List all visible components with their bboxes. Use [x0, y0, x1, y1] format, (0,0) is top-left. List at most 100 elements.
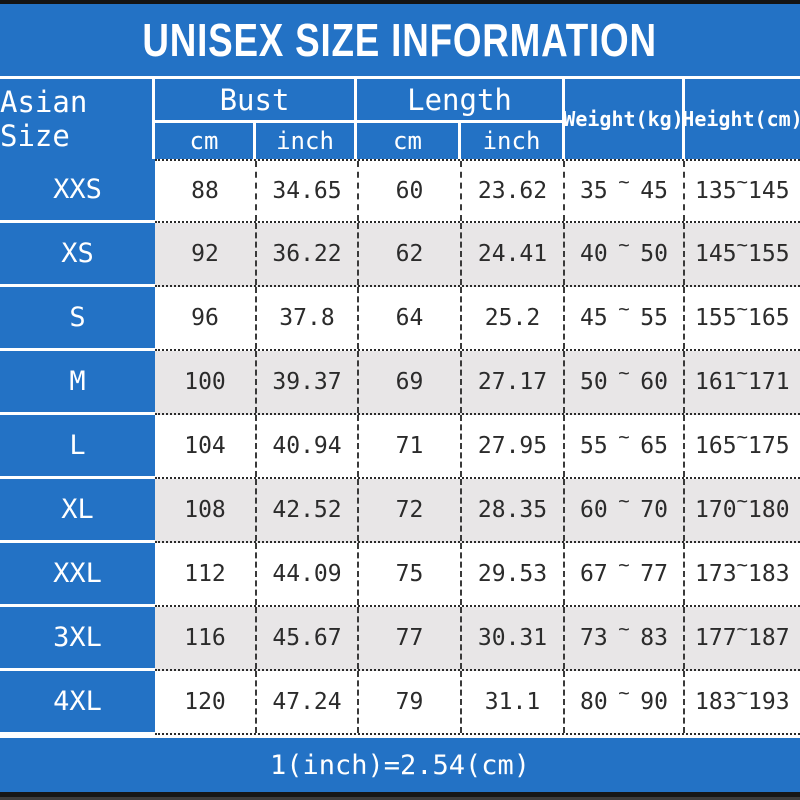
- tilde-icon: ~: [618, 490, 630, 512]
- row-data: 100 39.37 69 27.17 50 ~60 161 ~171: [155, 351, 800, 415]
- tilde-icon: ~: [618, 362, 630, 384]
- bust-inch-cell: 37.8: [255, 287, 357, 349]
- length-cm-cell: 62: [357, 223, 460, 285]
- height-max: 171: [748, 369, 790, 395]
- table-header: Asian Size Bust cm inch Length cm inch W…: [0, 76, 800, 159]
- weight-min: 73: [580, 625, 608, 651]
- tilde-icon: ~: [736, 426, 748, 448]
- length-cm-cell: 64: [357, 287, 460, 349]
- bust-cm-cell: 100: [184, 369, 226, 395]
- weight-range-cell: 80 ~90: [563, 671, 683, 733]
- tilde-icon: ~: [736, 618, 748, 640]
- height-range-cell: 170 ~180: [683, 479, 798, 541]
- header-length-cm: cm: [393, 127, 422, 155]
- height-max: 183: [748, 561, 790, 587]
- table-row: L 104 40.94 71 27.95 55 ~65 165 ~175: [0, 415, 800, 479]
- size-cell: XL: [0, 479, 155, 543]
- size-cell: M: [0, 351, 155, 415]
- height-min: 155: [695, 305, 737, 331]
- size-cell: 3XL: [0, 607, 155, 671]
- header-weight: Weight(kg): [563, 79, 685, 159]
- height-range-cell: 161 ~171: [683, 351, 798, 413]
- length-inch-cell: 28.35: [460, 479, 563, 541]
- length-inch-cell: 25.2: [460, 287, 563, 349]
- row-data: 116 45.67 77 30.31 73 ~83 177 ~187: [155, 607, 800, 671]
- weight-max: 50: [640, 241, 668, 267]
- bust-cm-cell: 108: [184, 497, 226, 523]
- height-max: 155: [748, 241, 790, 267]
- height-range-cell: 165 ~175: [683, 415, 798, 477]
- height-min: 145: [695, 241, 737, 267]
- weight-max: 77: [640, 561, 668, 587]
- table-row: XS 92 36.22 62 24.41 40 ~50 145 ~155: [0, 223, 800, 287]
- tilde-icon: ~: [618, 234, 630, 256]
- weight-range-cell: 45 ~55: [563, 287, 683, 349]
- weight-min: 45: [580, 305, 608, 331]
- tilde-icon: ~: [618, 682, 630, 704]
- bust-inch-cell: 42.52: [255, 479, 357, 541]
- row-data: 92 36.22 62 24.41 40 ~50 145 ~155: [155, 223, 800, 287]
- tilde-icon: ~: [736, 234, 748, 256]
- height-range-cell: 155 ~165: [683, 287, 798, 349]
- length-cm-cell: 77: [357, 607, 460, 669]
- row-data: 112 44.09 75 29.53 67 ~77 173 ~183: [155, 543, 800, 607]
- tilde-icon: ~: [736, 554, 748, 576]
- tilde-icon: ~: [736, 298, 748, 320]
- weight-max: 83: [640, 625, 668, 651]
- height-max: 193: [748, 689, 790, 715]
- weight-range-cell: 73 ~83: [563, 607, 683, 669]
- length-cm-cell: 72: [357, 479, 460, 541]
- weight-min: 35: [580, 178, 608, 204]
- title-banner: UNISEX SIZE INFORMATION: [0, 4, 800, 76]
- table-row: 3XL 116 45.67 77 30.31 73 ~83 177 ~187: [0, 607, 800, 671]
- header-bust-inch: inch: [253, 123, 354, 159]
- bust-cm-cell: 104: [184, 433, 226, 459]
- row-data: 104 40.94 71 27.95 55 ~65 165 ~175: [155, 415, 800, 479]
- height-min: 135: [695, 178, 737, 204]
- size-cell: XXL: [0, 543, 155, 607]
- table-row: XXL 112 44.09 75 29.53 67 ~77 173 ~183: [0, 543, 800, 607]
- tilde-icon: ~: [618, 426, 630, 448]
- tilde-icon: ~: [618, 298, 630, 320]
- weight-min: 80: [580, 689, 608, 715]
- bust-inch-cell: 39.37: [255, 351, 357, 413]
- row-data: 96 37.8 64 25.2 45 ~55 155 ~165: [155, 287, 800, 351]
- header-length-inch: inch: [458, 123, 562, 159]
- height-max: 180: [748, 497, 790, 523]
- bust-cm-cell: 92: [191, 241, 219, 267]
- tilde-icon: ~: [618, 618, 630, 640]
- length-inch-cell: 27.17: [460, 351, 563, 413]
- bust-cm-cell: 120: [184, 689, 226, 715]
- row-data: 120 47.24 79 31.1 80 ~90 183 ~193: [155, 671, 800, 735]
- header-group-bust: Bust cm inch: [155, 79, 357, 159]
- weight-max: 65: [640, 433, 668, 459]
- length-cm-cell: 60: [357, 161, 460, 221]
- size-cell: S: [0, 287, 155, 351]
- header-asian-size: Asian Size: [0, 79, 155, 159]
- length-inch-cell: 30.31: [460, 607, 563, 669]
- tilde-icon: ~: [736, 490, 748, 512]
- top-black-bar: [0, 0, 800, 4]
- height-max: 175: [748, 433, 790, 459]
- height-min: 161: [695, 369, 737, 395]
- tilde-icon: ~: [736, 682, 748, 704]
- bust-inch-cell: 34.65: [255, 161, 357, 221]
- bust-inch-cell: 36.22: [255, 223, 357, 285]
- height-min: 173: [695, 561, 737, 587]
- length-cm-cell: 71: [357, 415, 460, 477]
- weight-min: 40: [580, 241, 608, 267]
- weight-range-cell: 67 ~77: [563, 543, 683, 605]
- weight-min: 60: [580, 497, 608, 523]
- height-min: 183: [695, 689, 737, 715]
- length-inch-cell: 27.95: [460, 415, 563, 477]
- weight-min: 55: [580, 433, 608, 459]
- height-max: 187: [748, 625, 790, 651]
- length-cm-cell: 75: [357, 543, 460, 605]
- height-max: 145: [748, 178, 790, 204]
- bust-inch-cell: 45.67: [255, 607, 357, 669]
- bust-cm-cell: 116: [184, 625, 226, 651]
- table-row: S 96 37.8 64 25.2 45 ~55 155 ~165: [0, 287, 800, 351]
- length-inch-cell: 23.62: [460, 161, 563, 221]
- weight-max: 60: [640, 369, 668, 395]
- height-range-cell: 177 ~187: [683, 607, 798, 669]
